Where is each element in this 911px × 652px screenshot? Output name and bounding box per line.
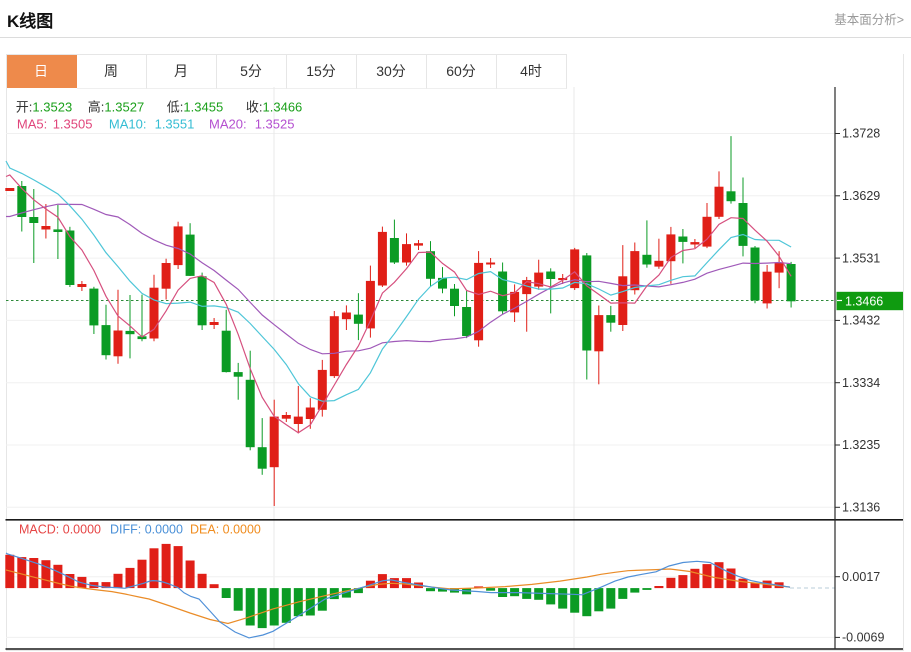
svg-text:-0.0069: -0.0069	[842, 631, 884, 645]
svg-text:1.3136: 1.3136	[842, 501, 880, 515]
svg-text:1.3235: 1.3235	[842, 438, 880, 452]
svg-text:1.3334: 1.3334	[842, 376, 880, 390]
svg-text:1.3432: 1.3432	[842, 314, 880, 328]
svg-text:1.3466: 1.3466	[845, 294, 883, 308]
svg-text:1.3629: 1.3629	[842, 189, 880, 203]
svg-text:1.3531: 1.3531	[842, 251, 880, 265]
svg-text:1.3728: 1.3728	[842, 127, 880, 141]
svg-text:0.0017: 0.0017	[842, 570, 880, 584]
svg-text:MACD: 0.0000 DIFF: 0.0000 DEA:: MACD: 0.0000 DIFF: 0.0000 DEA: 0.0000	[19, 523, 261, 537]
